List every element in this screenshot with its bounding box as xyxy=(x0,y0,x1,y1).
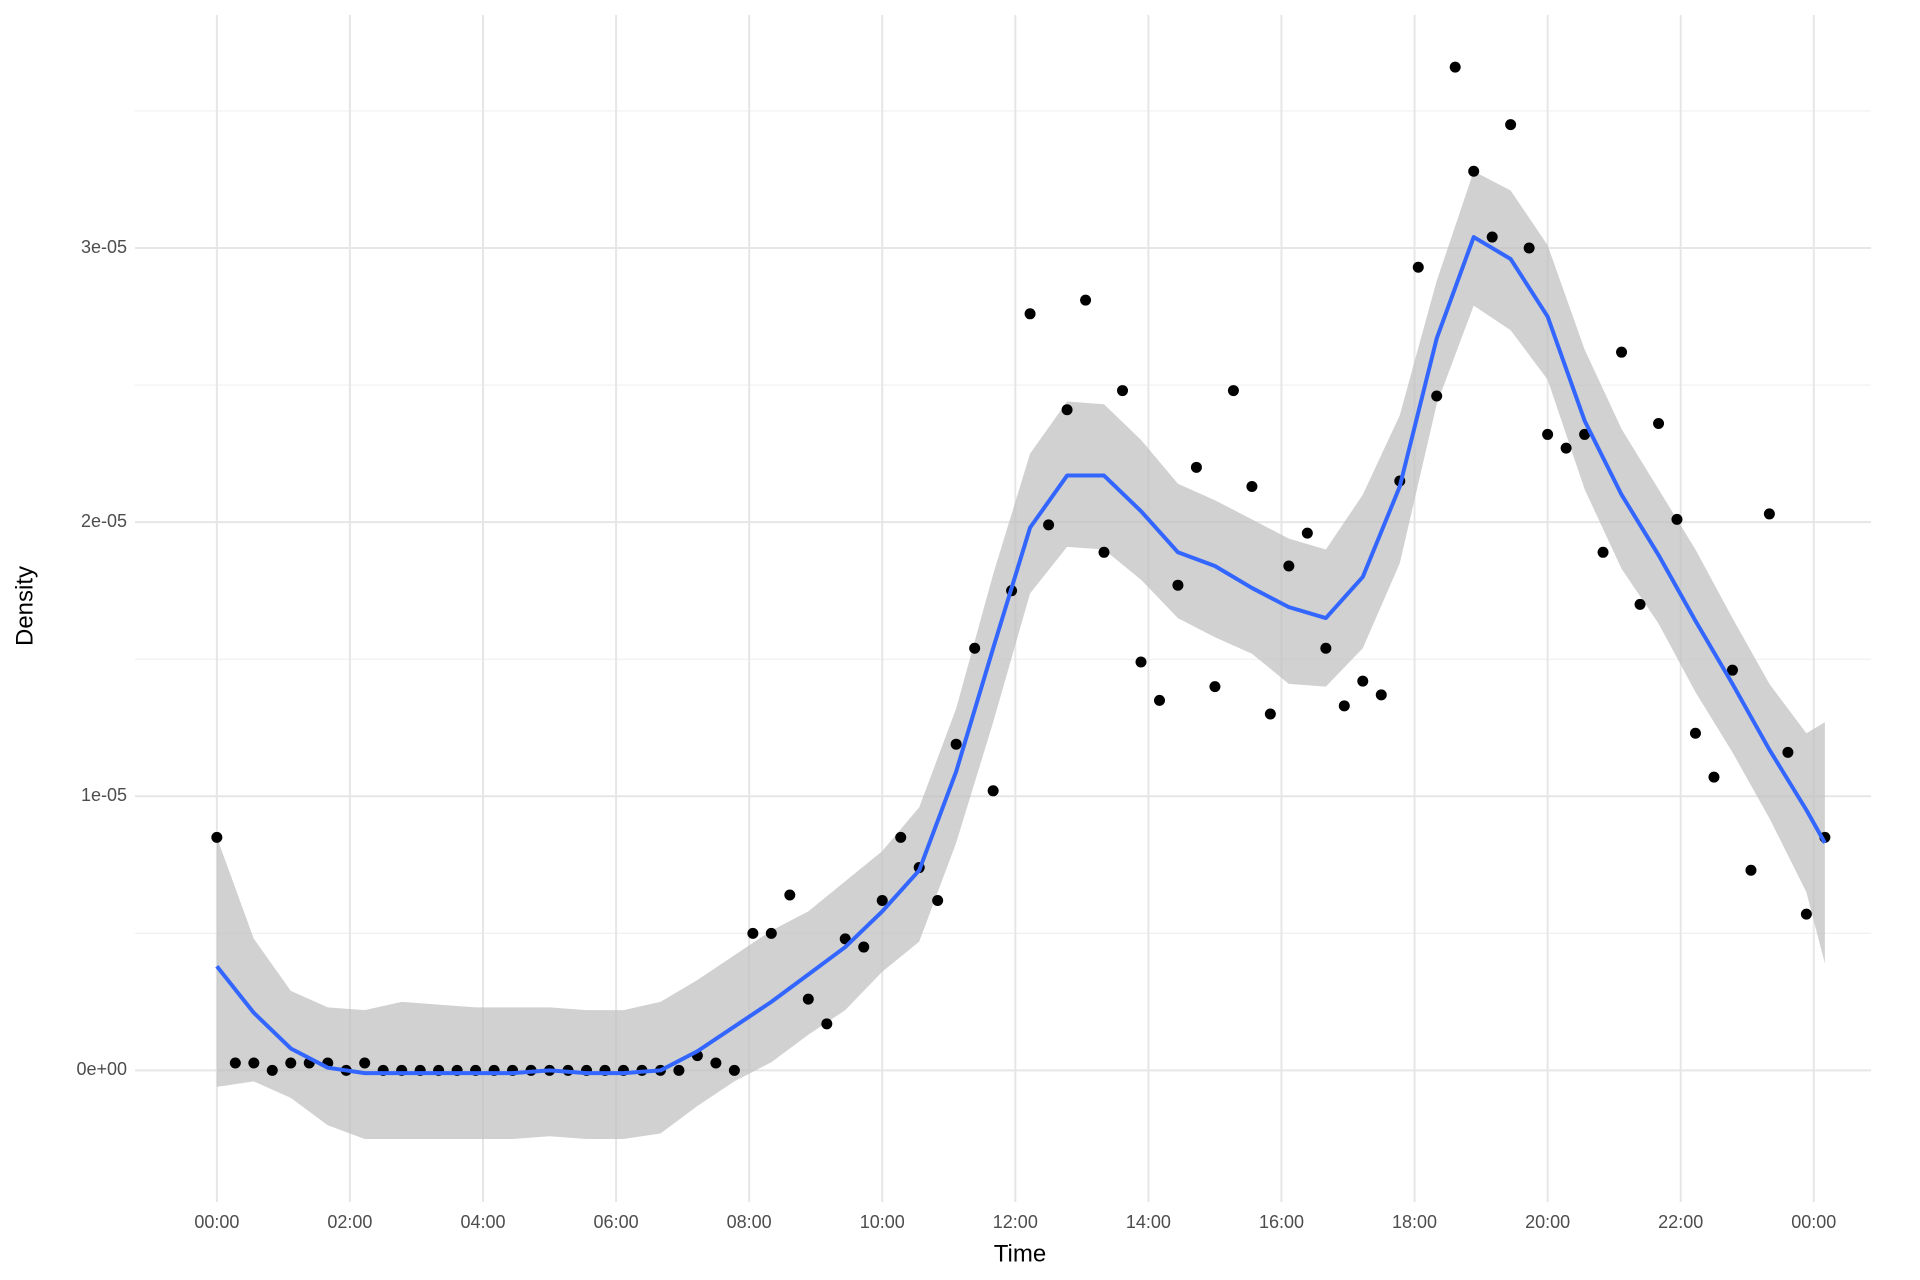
point xyxy=(728,1064,740,1076)
point xyxy=(1449,61,1461,73)
point xyxy=(1246,481,1258,493)
x-tick-label: 18:00 xyxy=(1392,1212,1437,1232)
point xyxy=(1542,428,1554,440)
point xyxy=(1338,700,1350,712)
y-axis-title: Density xyxy=(11,566,38,646)
x-tick-label: 10:00 xyxy=(860,1212,905,1232)
marks xyxy=(211,61,1831,1139)
x-tick-label: 06:00 xyxy=(594,1212,639,1232)
point xyxy=(1800,908,1812,920)
point xyxy=(1726,664,1738,676)
point xyxy=(1264,708,1276,720)
point xyxy=(1708,771,1720,783)
x-tick-label: 12:00 xyxy=(993,1212,1038,1232)
x-tick-label: 04:00 xyxy=(460,1212,505,1232)
point xyxy=(359,1057,371,1069)
point xyxy=(839,933,851,945)
point xyxy=(858,941,870,953)
point xyxy=(1375,689,1387,701)
y-tick-label: 0e+00 xyxy=(76,1059,127,1079)
point xyxy=(1616,346,1628,358)
point xyxy=(876,894,888,906)
point xyxy=(1172,579,1184,591)
smooth-line xyxy=(215,235,1827,1076)
point xyxy=(765,927,777,939)
point xyxy=(1153,694,1165,706)
point xyxy=(1579,428,1591,440)
x-tick-label: 20:00 xyxy=(1525,1212,1570,1232)
point xyxy=(229,1057,241,1069)
point xyxy=(248,1057,260,1069)
point xyxy=(895,831,907,843)
point xyxy=(802,993,814,1005)
point xyxy=(747,927,759,939)
point xyxy=(1283,560,1295,572)
point xyxy=(1689,727,1701,739)
point xyxy=(1505,119,1517,131)
point xyxy=(710,1057,722,1069)
point xyxy=(1357,675,1369,687)
x-axis-title: Time xyxy=(994,1240,1046,1267)
point xyxy=(1301,527,1313,539)
point xyxy=(1209,681,1221,693)
point xyxy=(1080,294,1092,306)
x-tick-label: 16:00 xyxy=(1259,1212,1304,1232)
point xyxy=(1763,508,1775,520)
point xyxy=(1486,231,1498,243)
point xyxy=(1431,390,1443,402)
point xyxy=(266,1064,278,1076)
x-tick-label: 02:00 xyxy=(327,1212,372,1232)
point xyxy=(1098,546,1110,558)
point xyxy=(950,738,962,750)
point xyxy=(1024,308,1036,320)
point xyxy=(1523,242,1535,254)
confidence-band xyxy=(216,171,1825,1139)
point xyxy=(1745,864,1757,876)
point xyxy=(211,831,223,843)
x-tick-label: 22:00 xyxy=(1658,1212,1703,1232)
x-tick-label: 00:00 xyxy=(1791,1212,1836,1232)
point xyxy=(1320,642,1332,654)
point xyxy=(1043,519,1055,531)
x-tick-label: 00:00 xyxy=(194,1212,239,1232)
y-tick-label: 3e-05 xyxy=(81,237,127,257)
point xyxy=(1468,165,1480,177)
point xyxy=(784,889,796,901)
point xyxy=(1634,598,1646,610)
point xyxy=(821,1018,833,1030)
point xyxy=(1782,746,1794,758)
point xyxy=(673,1064,685,1076)
point xyxy=(1412,261,1424,273)
x-tick-label: 08:00 xyxy=(727,1212,772,1232)
point xyxy=(1597,546,1609,558)
point xyxy=(932,894,944,906)
point xyxy=(1190,461,1202,473)
point xyxy=(1560,442,1572,454)
y-tick-label: 1e-05 xyxy=(81,785,127,805)
point xyxy=(285,1057,297,1069)
point xyxy=(1135,656,1147,668)
point xyxy=(1227,385,1239,397)
point xyxy=(1061,404,1073,416)
x-tick-label: 14:00 xyxy=(1126,1212,1171,1232)
y-tick-label: 2e-05 xyxy=(81,511,127,531)
point xyxy=(1117,385,1129,397)
point xyxy=(969,642,981,654)
point xyxy=(987,785,999,797)
point xyxy=(1671,513,1683,525)
grid: 0e+00 1e-05 2e-05 3e-05 00:00 02:00 04:00 06:00… xyxy=(76,15,1871,1232)
point xyxy=(1653,417,1665,429)
